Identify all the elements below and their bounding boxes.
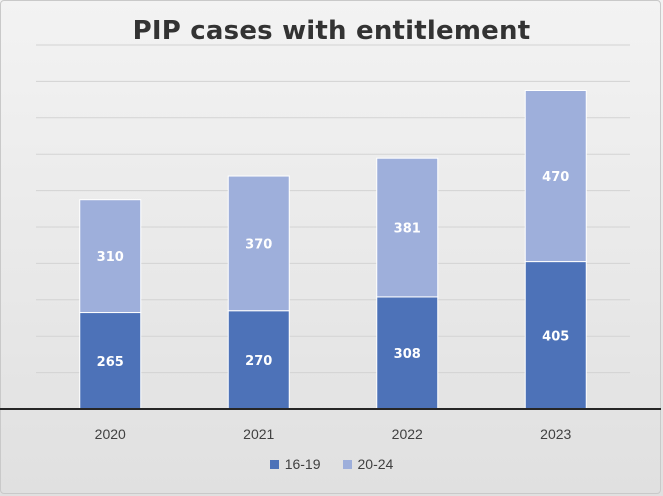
x-tick-label-2020: 2020 [95,426,126,442]
data-label-20-24-2022: 381 [394,222,421,237]
legend-swatch-series-1 [269,459,279,469]
x-tick-label-2021: 2021 [243,426,274,442]
legend-label-series-1: 16-19 [284,456,321,472]
bar-16-19-2023 [524,261,587,410]
data-label-16-19-2022: 308 [394,347,421,362]
data-label-16-19-2023: 405 [542,329,569,344]
bar-20-24-2020 [79,199,142,314]
bar-20-24-2023 [524,90,587,263]
x-tick-label-2022: 2022 [392,426,423,442]
bar-16-19-2022 [376,296,439,410]
legend-item-series-2: 20-24 [342,456,394,472]
x-tick-label-2023: 2023 [540,426,571,442]
data-label-20-24-2021: 370 [245,237,272,252]
legend-item-series-1: 16-19 [269,456,321,472]
data-label-16-19-2021: 270 [245,354,272,369]
data-label-20-24-2020: 310 [97,250,124,265]
legend-label-series-2: 20-24 [357,456,394,472]
data-label-20-24-2023: 470 [542,170,569,185]
data-label-16-19-2020: 265 [97,355,124,370]
bar-16-19-2020 [79,312,142,410]
chart-title: PIP cases with entitlement [132,16,531,46]
bar-16-19-2021 [227,310,290,410]
bar-20-24-2022 [376,157,439,298]
bar-20-24-2021 [227,175,290,312]
legend-swatch-series-2 [342,459,352,469]
legend: 16-19 20-24 [0,456,663,472]
